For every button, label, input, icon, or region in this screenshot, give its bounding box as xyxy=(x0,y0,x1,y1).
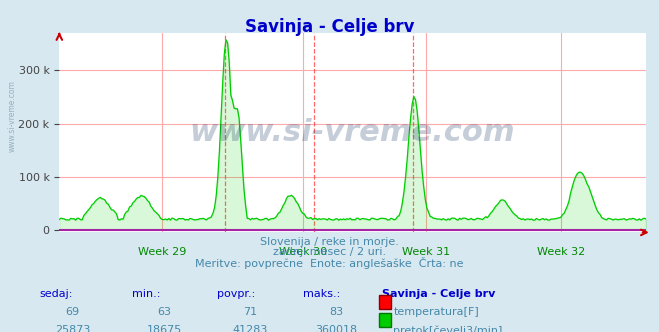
Text: Week 29: Week 29 xyxy=(138,247,186,257)
Text: 71: 71 xyxy=(243,307,258,317)
Text: pretok[čevelj3/min]: pretok[čevelj3/min] xyxy=(393,325,503,332)
Text: sedaj:: sedaj: xyxy=(40,289,73,299)
Text: Savinja - Celje brv: Savinja - Celje brv xyxy=(244,18,415,36)
Text: Savinja - Celje brv: Savinja - Celje brv xyxy=(382,289,496,299)
Text: 69: 69 xyxy=(65,307,80,317)
Text: temperatura[F]: temperatura[F] xyxy=(393,307,479,317)
Text: min.:: min.: xyxy=(132,289,160,299)
Text: zadnji mesec / 2 uri.: zadnji mesec / 2 uri. xyxy=(273,247,386,257)
Text: 360018: 360018 xyxy=(315,325,357,332)
Text: 63: 63 xyxy=(158,307,172,317)
Text: 83: 83 xyxy=(329,307,343,317)
Text: www.si-vreme.com: www.si-vreme.com xyxy=(190,118,515,147)
Text: povpr.:: povpr.: xyxy=(217,289,256,299)
Text: www.si-vreme.com: www.si-vreme.com xyxy=(8,80,17,152)
Text: 18675: 18675 xyxy=(147,325,183,332)
Text: maks.:: maks.: xyxy=(303,289,341,299)
Text: Week 31: Week 31 xyxy=(402,247,450,257)
Text: Slovenija / reke in morje.: Slovenija / reke in morje. xyxy=(260,237,399,247)
Text: Meritve: povprečne  Enote: anglešaške  Črta: ne: Meritve: povprečne Enote: anglešaške Črt… xyxy=(195,257,464,269)
Text: Week 30: Week 30 xyxy=(279,247,327,257)
Text: 41283: 41283 xyxy=(233,325,268,332)
Text: 25873: 25873 xyxy=(55,325,90,332)
Text: Week 32: Week 32 xyxy=(536,247,585,257)
